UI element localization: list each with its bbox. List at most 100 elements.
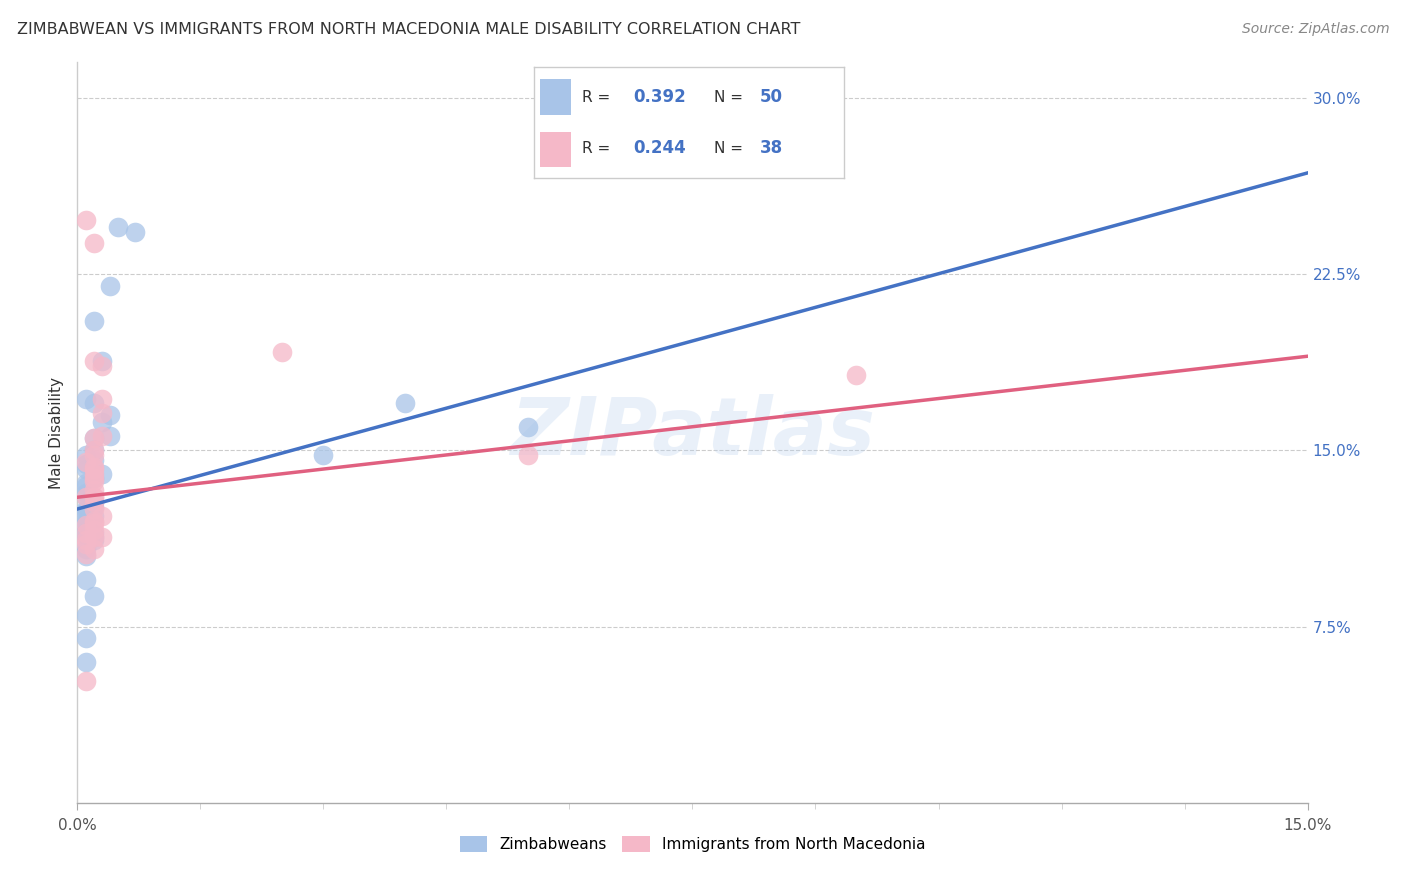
Bar	[540, 131, 571, 168]
Point	[75, 547, 97, 561]
Text: R =: R =	[582, 141, 616, 156]
Text: 50: 50	[761, 88, 783, 106]
Point	[83, 474, 105, 488]
Text: Source: ZipAtlas.com: Source: ZipAtlas.com	[1241, 22, 1389, 37]
Point	[75, 514, 97, 528]
Point	[75, 448, 97, 462]
Point	[90, 354, 114, 368]
Point	[75, 502, 97, 516]
Point	[83, 462, 105, 476]
Point	[75, 516, 97, 530]
Point	[75, 673, 97, 688]
Point	[75, 528, 97, 542]
Point	[75, 462, 97, 476]
Point	[75, 507, 97, 521]
Point	[90, 406, 114, 420]
Point	[75, 632, 97, 646]
Point	[98, 278, 121, 293]
Point	[83, 467, 105, 481]
Point	[83, 448, 105, 462]
Point	[98, 408, 121, 422]
Text: N =: N =	[714, 89, 748, 104]
Point	[83, 589, 105, 603]
Text: 0.244: 0.244	[633, 139, 686, 157]
Point	[90, 415, 114, 429]
Point	[83, 432, 105, 446]
Point	[83, 490, 105, 504]
Point	[83, 471, 105, 485]
Point	[83, 490, 105, 504]
Point	[83, 523, 105, 537]
Point	[75, 518, 97, 533]
Point	[83, 443, 105, 458]
Point	[83, 495, 105, 509]
Point	[83, 509, 105, 524]
Point	[75, 490, 97, 504]
Point	[83, 432, 105, 446]
Point	[75, 537, 97, 551]
Text: 38: 38	[761, 139, 783, 157]
Point	[75, 478, 97, 492]
Point	[90, 530, 114, 544]
Point	[83, 396, 105, 410]
Point	[75, 525, 97, 540]
Point	[83, 452, 105, 467]
Point	[845, 368, 868, 382]
Text: 0.392: 0.392	[633, 88, 686, 106]
Point	[90, 359, 114, 373]
Point	[75, 392, 97, 406]
Point	[75, 573, 97, 587]
Y-axis label: Male Disability: Male Disability	[49, 376, 65, 489]
Point	[75, 213, 97, 227]
Point	[83, 471, 105, 485]
Point	[107, 219, 129, 234]
Point	[83, 314, 105, 328]
Point	[83, 495, 105, 509]
Point	[90, 392, 114, 406]
Point	[83, 533, 105, 547]
Point	[394, 396, 416, 410]
Point	[124, 225, 146, 239]
Point	[75, 518, 97, 533]
Point	[83, 354, 105, 368]
Point	[75, 490, 97, 504]
Point	[517, 419, 540, 434]
Point	[83, 514, 105, 528]
Text: ZIMBABWEAN VS IMMIGRANTS FROM NORTH MACEDONIA MALE DISABILITY CORRELATION CHART: ZIMBABWEAN VS IMMIGRANTS FROM NORTH MACE…	[17, 22, 800, 37]
Point	[75, 525, 97, 540]
Point	[83, 516, 105, 530]
Point	[75, 541, 97, 556]
Point	[312, 448, 335, 462]
Point	[75, 485, 97, 500]
Point	[517, 448, 540, 462]
Point	[75, 525, 97, 540]
Point	[83, 500, 105, 514]
Text: N =: N =	[714, 141, 748, 156]
Point	[90, 429, 114, 443]
Point	[98, 429, 121, 443]
Point	[83, 459, 105, 474]
Point	[90, 509, 114, 524]
Point	[75, 455, 97, 469]
Point	[90, 467, 114, 481]
Point	[75, 533, 97, 547]
Legend: Zimbabweans, Immigrants from North Macedonia: Zimbabweans, Immigrants from North Maced…	[454, 830, 931, 858]
Point	[83, 530, 105, 544]
Bar	[540, 79, 571, 115]
Point	[75, 607, 97, 622]
Point	[83, 236, 105, 251]
Point	[75, 458, 97, 472]
Point	[271, 344, 294, 359]
Point	[75, 476, 97, 491]
Point	[75, 537, 97, 551]
Point	[83, 443, 105, 458]
Text: R =: R =	[582, 89, 616, 104]
Point	[83, 541, 105, 556]
Point	[75, 549, 97, 563]
Point	[83, 502, 105, 516]
Point	[83, 530, 105, 544]
Point	[682, 126, 704, 140]
Point	[75, 655, 97, 669]
Point	[75, 523, 97, 537]
Point	[75, 504, 97, 518]
